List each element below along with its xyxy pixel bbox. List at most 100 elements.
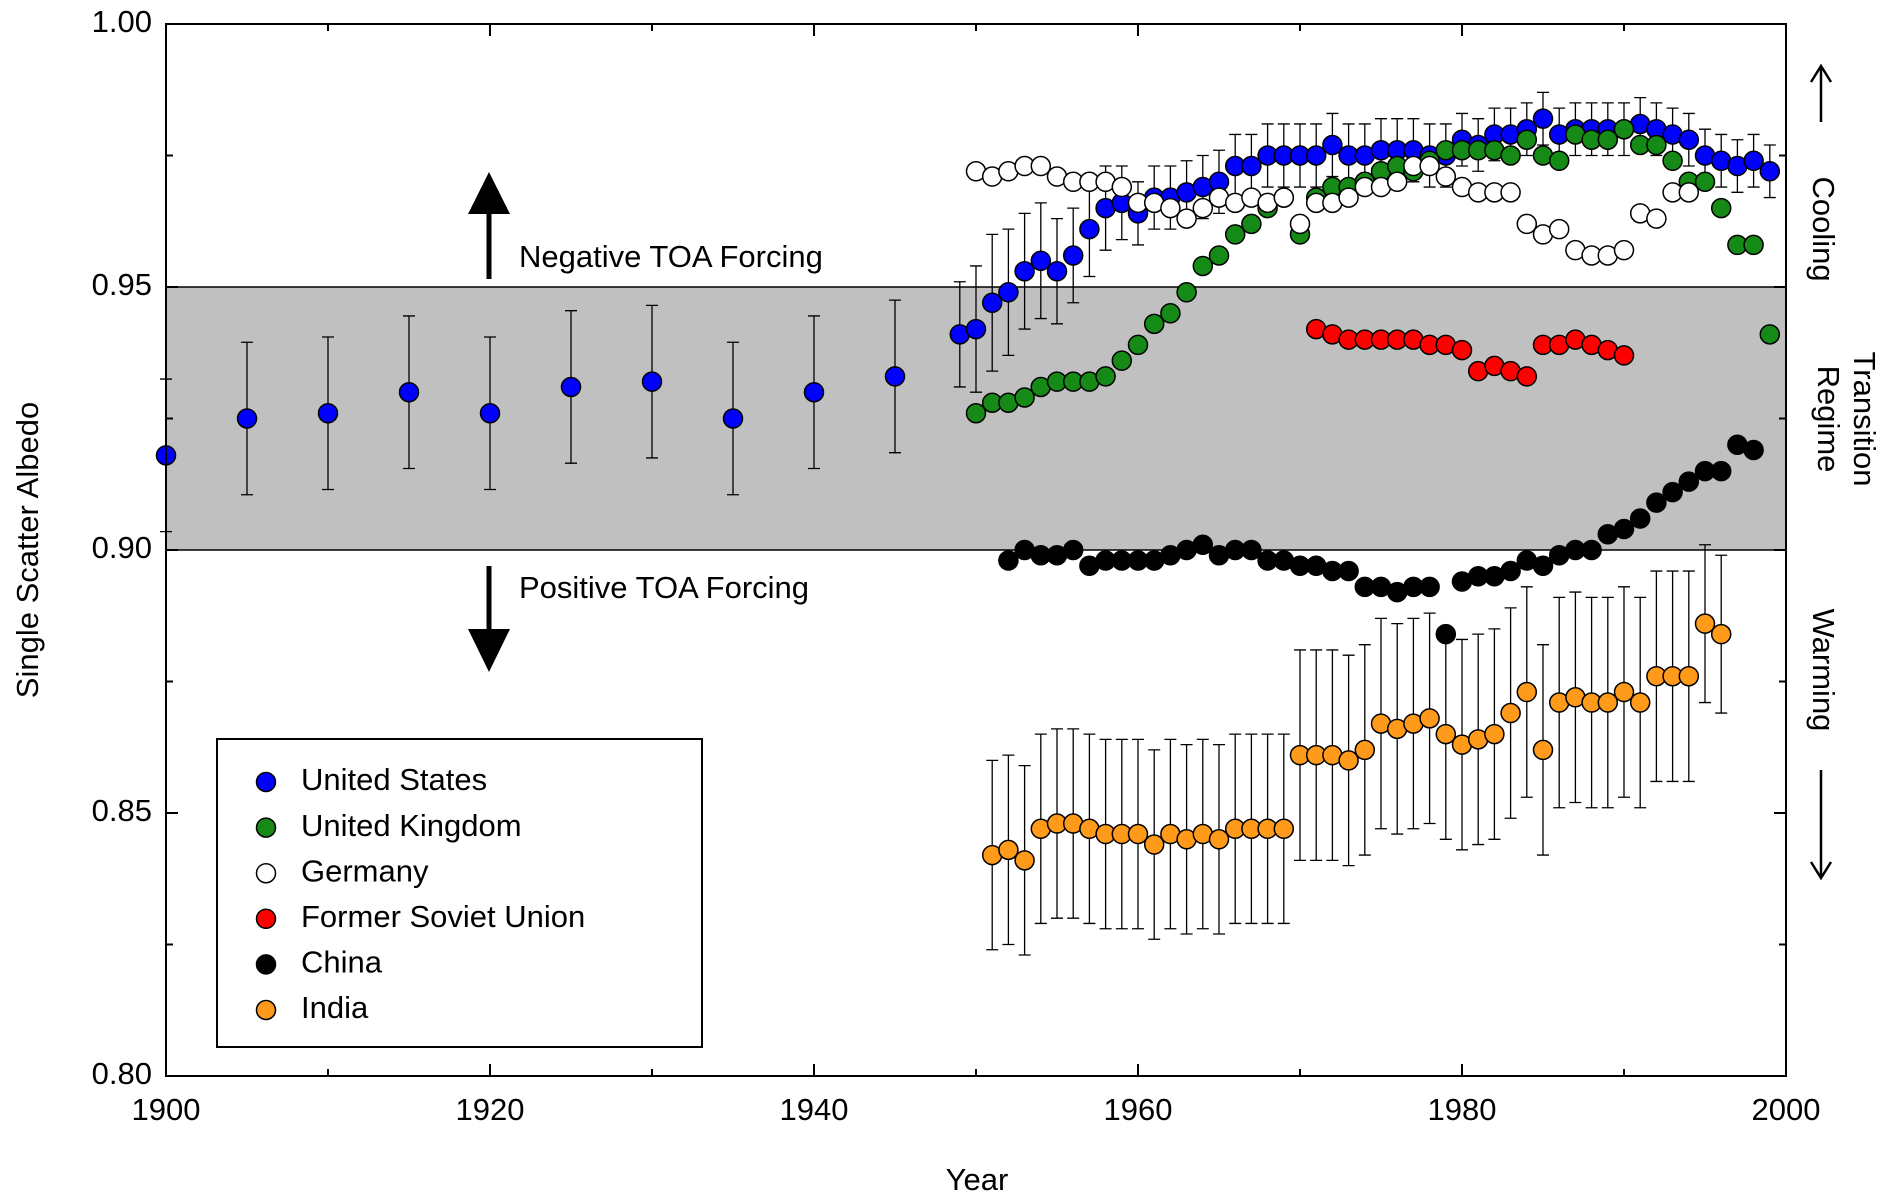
point	[1694, 613, 1716, 634]
warming-arrow	[1809, 770, 1833, 881]
point	[1694, 171, 1716, 193]
legend: United States United Kingdom Germany Former…	[216, 738, 703, 1048]
side-label: Transition	[1847, 352, 1882, 487]
point	[236, 408, 258, 429]
point	[1532, 108, 1554, 129]
y-tick-label: 1.00	[92, 4, 152, 39]
point	[1613, 118, 1635, 140]
annotation: Negative TOA Forcing	[519, 239, 823, 274]
point	[1516, 366, 1538, 387]
point	[1548, 150, 1570, 172]
point	[981, 292, 1003, 314]
y-tick-label: 0.80	[92, 1056, 152, 1091]
point	[1516, 129, 1538, 150]
annotation: Positive TOA Forcing	[519, 570, 809, 605]
point	[1062, 539, 1084, 561]
point	[641, 371, 663, 392]
point	[1192, 534, 1214, 555]
point	[1192, 255, 1214, 277]
point	[1160, 197, 1181, 219]
y-tick-label: 0.90	[92, 530, 152, 565]
point	[1305, 145, 1327, 166]
point	[1241, 213, 1262, 235]
x-tick-label: 1940	[780, 1092, 849, 1127]
point	[1014, 387, 1035, 408]
legend-marker	[255, 999, 277, 1021]
point	[1743, 234, 1764, 256]
point	[1516, 681, 1538, 703]
point	[1111, 176, 1133, 198]
point	[1581, 539, 1602, 561]
legend-label: China	[301, 945, 383, 980]
point	[1435, 723, 1457, 745]
x-tick-label: 1900	[132, 1092, 201, 1127]
x-axis-title: Year	[946, 1162, 1009, 1197]
y-tick-label: 0.85	[92, 793, 152, 828]
point	[1160, 303, 1181, 324]
x-tick-label: 1980	[1428, 1092, 1497, 1127]
point	[1241, 155, 1262, 177]
legend-marker	[255, 817, 277, 838]
point	[1273, 187, 1295, 208]
cooling-arrow	[1809, 63, 1833, 122]
point	[1419, 576, 1440, 598]
point	[1710, 623, 1732, 645]
point	[1435, 623, 1457, 645]
point	[722, 408, 744, 429]
point	[1500, 182, 1521, 203]
point	[1662, 481, 1683, 503]
point	[1241, 539, 1262, 561]
side-label: Regime	[1811, 366, 1846, 473]
point	[479, 402, 501, 424]
point	[1030, 155, 1052, 177]
point	[1613, 518, 1635, 540]
point	[1111, 350, 1133, 371]
point	[1030, 250, 1052, 271]
point	[1646, 134, 1667, 156]
point	[1062, 245, 1084, 266]
point	[1500, 560, 1521, 582]
down-arrow	[468, 566, 510, 672]
point	[1046, 260, 1068, 282]
point	[560, 376, 582, 398]
point	[1208, 829, 1230, 850]
point	[998, 839, 1019, 861]
y-tick-label: 0.95	[92, 267, 152, 302]
point	[1451, 339, 1473, 361]
point	[1176, 208, 1197, 229]
marks-layer	[155, 91, 1781, 956]
x-tick-label: 1960	[1104, 1092, 1173, 1127]
point	[1629, 692, 1651, 713]
point	[1338, 187, 1359, 208]
point	[1710, 197, 1732, 219]
point	[1548, 218, 1570, 240]
point	[1629, 508, 1651, 529]
point	[1678, 129, 1700, 150]
point	[1500, 702, 1521, 724]
point	[1646, 492, 1667, 513]
x-tick-label: 2000	[1752, 1092, 1821, 1127]
point	[1678, 665, 1700, 687]
legend-label: India	[301, 990, 369, 1025]
point	[1516, 213, 1538, 235]
point	[1224, 224, 1246, 245]
point	[965, 318, 987, 340]
point	[1338, 560, 1359, 582]
point	[1079, 218, 1100, 240]
point	[1386, 171, 1408, 193]
point	[1095, 366, 1116, 387]
point	[1759, 324, 1781, 345]
up-arrow	[468, 172, 510, 279]
legend-marker	[255, 908, 277, 930]
point	[1419, 708, 1440, 729]
point	[1322, 134, 1343, 156]
point	[1273, 818, 1295, 840]
legend-marker	[255, 771, 277, 793]
point	[1743, 439, 1764, 461]
y-axis-title: Single Scatter Albedo	[10, 402, 45, 698]
side-label: Cooling	[1806, 176, 1841, 281]
point	[1014, 260, 1035, 282]
point	[1192, 197, 1214, 219]
point	[1532, 555, 1554, 577]
